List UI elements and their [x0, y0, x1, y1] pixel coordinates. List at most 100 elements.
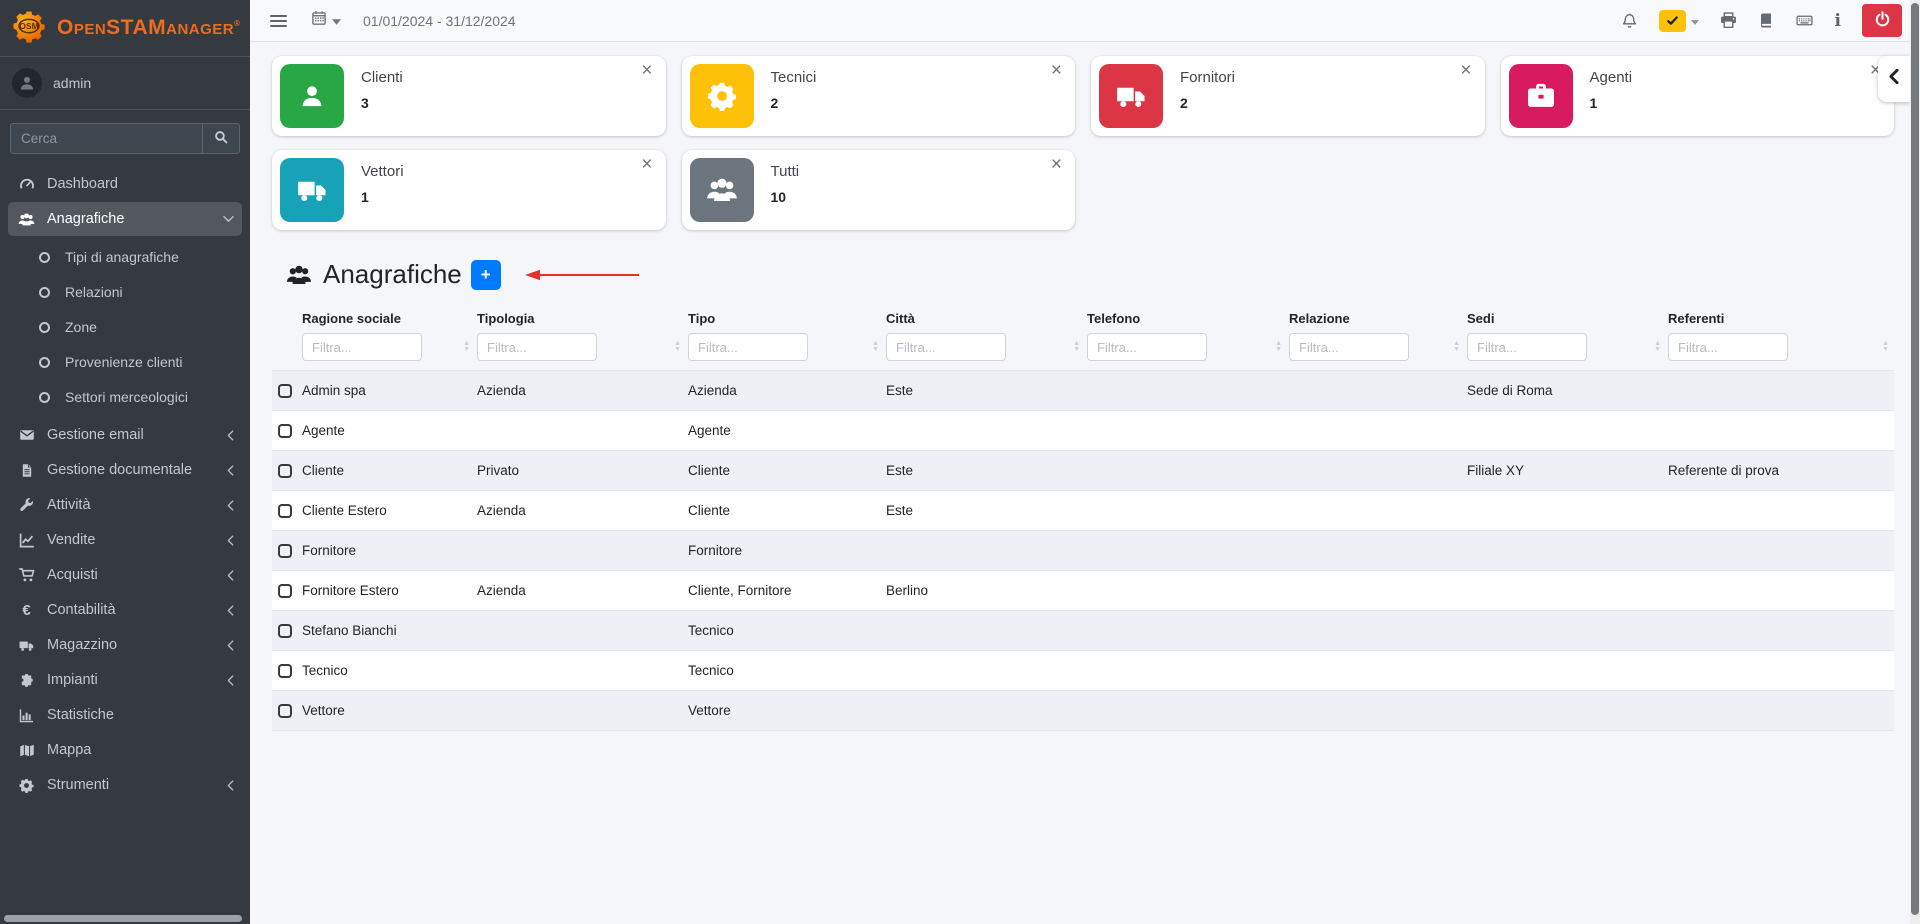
row-checkbox[interactable] [278, 584, 292, 598]
widget-card-tutti[interactable]: Tutti10 × [682, 150, 1076, 230]
sidebar-item-statistiche[interactable]: Statistiche [8, 698, 242, 732]
filter-input-ragione-sociale[interactable] [302, 333, 422, 361]
column-header-ragione-sociale: Ragione sociale ▲▼ [300, 311, 475, 371]
vertical-scrollbar-thumb[interactable] [1911, 3, 1919, 915]
widget-card-tecnici[interactable]: Tecnici2 × [682, 56, 1076, 136]
sort-arrows-icon[interactable]: ▲▼ [1453, 341, 1460, 353]
filter-input-tipologia[interactable] [477, 333, 597, 361]
table-row[interactable]: TecnicoTecnico [272, 651, 1894, 691]
search-input[interactable] [10, 123, 202, 154]
row-select-cell [272, 611, 300, 651]
close-icon[interactable]: × [641, 154, 652, 177]
column-label[interactable]: Tipologia [477, 311, 682, 326]
system-status-badge[interactable] [1659, 10, 1699, 32]
add-record-button[interactable]: + [471, 260, 501, 290]
filter-input-telefono[interactable] [1087, 333, 1207, 361]
table-row[interactable]: VettoreVettore [272, 691, 1894, 731]
column-label[interactable]: Tipo [688, 311, 880, 326]
vertical-scrollbar[interactable] [1910, 0, 1920, 924]
logout-button[interactable] [1862, 4, 1902, 37]
user-panel[interactable]: admin [0, 57, 250, 110]
column-label[interactable]: Sedi [1467, 311, 1662, 326]
sidebar-item-label: Dashboard [47, 176, 118, 192]
table-row[interactable]: FornitoreFornitore [272, 531, 1894, 571]
filter-input-referenti[interactable] [1668, 333, 1788, 361]
column-label[interactable]: Referenti [1668, 311, 1890, 326]
sidebar-item-strumenti[interactable]: Strumenti [8, 768, 242, 802]
sidebar-item-magazzino[interactable]: Magazzino [8, 628, 242, 662]
table-row[interactable]: ClientePrivatoClienteEsteFiliale XYRefer… [272, 451, 1894, 491]
sidebar-item-contabilita[interactable]: € Contabilità [8, 593, 242, 627]
sidebar-item-label: Zone [65, 319, 97, 335]
widgets-collapse-button[interactable] [1878, 56, 1910, 102]
filter-input-citta[interactable] [886, 333, 1006, 361]
sidebar-item-acquisti[interactable]: Acquisti [8, 558, 242, 592]
close-icon[interactable]: × [1051, 60, 1062, 83]
row-checkbox[interactable] [278, 504, 292, 518]
table-row[interactable]: Cliente EsteroAziendaClienteEste [272, 491, 1894, 531]
sort-arrows-icon[interactable]: ▲▼ [872, 341, 879, 353]
sidebar-item-vendite[interactable]: Vendite [8, 523, 242, 557]
sidebar-item-dashboard[interactable]: Dashboard [8, 167, 242, 201]
menu-toggle-icon[interactable] [268, 11, 289, 31]
sort-arrows-icon[interactable]: ▲▼ [1654, 341, 1661, 353]
filter-input-sedi[interactable] [1467, 333, 1587, 361]
info-icon[interactable]: i [1835, 11, 1841, 31]
row-checkbox[interactable] [278, 704, 292, 718]
sort-arrows-icon[interactable]: ▲▼ [1882, 341, 1889, 353]
row-checkbox[interactable] [278, 624, 292, 638]
widget-card-vettori[interactable]: Vettori1 × [272, 150, 666, 230]
widget-card-clienti[interactable]: Clienti3 × [272, 56, 666, 136]
period-picker-button[interactable] [311, 10, 341, 31]
notifications-bell-icon[interactable] [1621, 12, 1638, 30]
widget-card-agenti[interactable]: Agenti1 × [1501, 56, 1895, 136]
column-label[interactable]: Ragione sociale [302, 311, 471, 326]
table-row[interactable]: Fornitore EsteroAziendaCliente, Fornitor… [272, 571, 1894, 611]
print-icon[interactable] [1720, 12, 1737, 29]
keyboard-shortcuts-icon[interactable] [1795, 12, 1814, 29]
sidebar-item-tipi-di-anagrafiche[interactable]: Tipi di anagrafiche [8, 240, 242, 274]
filter-input-relazione[interactable] [1289, 333, 1409, 361]
widget-card-fornitori[interactable]: Fornitori2 × [1091, 56, 1485, 136]
close-icon[interactable]: × [1051, 154, 1062, 177]
sidebar-item-impianti[interactable]: Impianti [8, 663, 242, 697]
manual-book-icon[interactable] [1758, 12, 1774, 29]
sidebar-item-gestione-documentale[interactable]: Gestione documentale [8, 453, 242, 487]
sidebar-item-mappa[interactable]: Mappa [8, 733, 242, 767]
sidebar-horizontal-scrollbar[interactable] [4, 915, 242, 922]
sort-arrows-icon[interactable]: ▲▼ [1275, 341, 1282, 353]
sidebar-item-relazioni[interactable]: Relazioni [8, 275, 242, 309]
row-checkbox[interactable] [278, 664, 292, 678]
sidebar-item-attivita[interactable]: Attività [8, 488, 242, 522]
column-label[interactable]: Città [886, 311, 1081, 326]
table-row[interactable]: Stefano BianchiTecnico [272, 611, 1894, 651]
gear-icon [16, 778, 37, 793]
sidebar-item-gestione-email[interactable]: Gestione email [8, 418, 242, 452]
table-row[interactable]: AgenteAgente [272, 411, 1894, 451]
sidebar-item-zone[interactable]: Zone [8, 310, 242, 344]
sort-arrows-icon[interactable]: ▲▼ [674, 341, 681, 353]
row-checkbox[interactable] [278, 424, 292, 438]
cell-referenti [1666, 611, 1894, 651]
sidebar-item-anagrafiche[interactable]: Anagrafiche [8, 202, 242, 236]
sidebar-item-settori-merceologici[interactable]: Settori merceologici [8, 380, 242, 414]
wrench-icon [16, 498, 37, 513]
sort-arrows-icon[interactable]: ▲▼ [1073, 341, 1080, 353]
app-logo[interactable]: OSM OpenSTAManager® [0, 0, 250, 57]
row-checkbox[interactable] [278, 464, 292, 478]
column-label[interactable]: Telefono [1087, 311, 1283, 326]
close-icon[interactable]: × [1460, 60, 1471, 83]
cell-tipologia [475, 531, 686, 571]
close-icon[interactable]: × [641, 60, 652, 83]
table-row[interactable]: Admin spaAziendaAziendaEsteSede di Roma [272, 371, 1894, 411]
sidebar-item-provenienze-clienti[interactable]: Provenienze clienti [8, 345, 242, 379]
search-button[interactable] [202, 123, 240, 154]
row-checkbox[interactable] [278, 544, 292, 558]
cell-ragione-sociale: Fornitore [300, 531, 475, 571]
column-label[interactable]: Relazione [1289, 311, 1461, 326]
row-checkbox[interactable] [278, 384, 292, 398]
filter-input-tipo[interactable] [688, 333, 808, 361]
main-area: 01/01/2024 - 31/12/2024 i [250, 0, 1920, 924]
sort-arrows-icon[interactable]: ▲▼ [463, 341, 470, 353]
date-range[interactable]: 01/01/2024 - 31/12/2024 [363, 13, 516, 29]
